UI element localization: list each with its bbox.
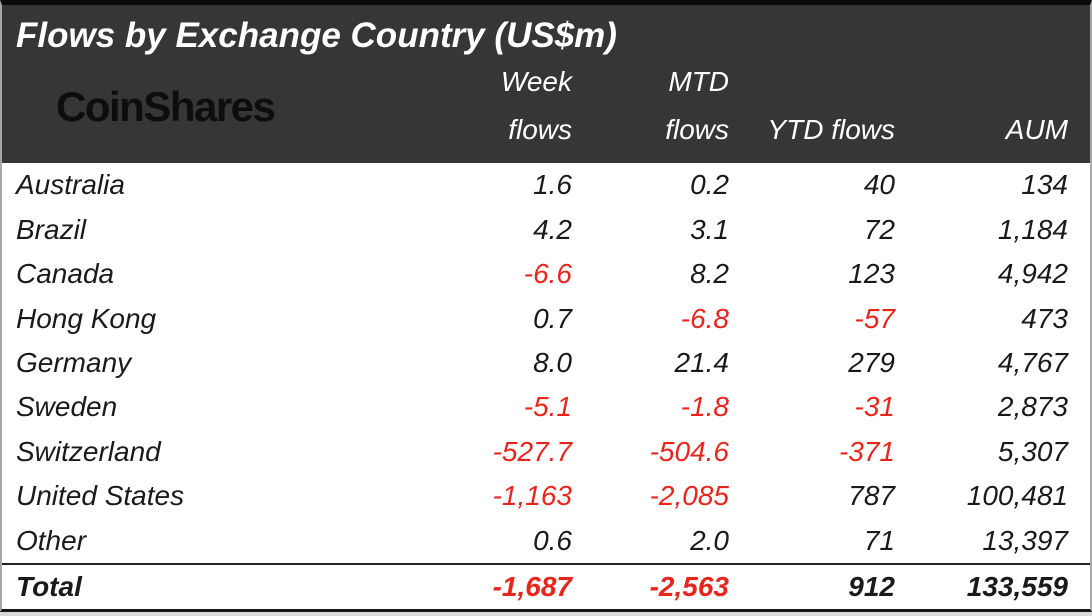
- mtd-flows-value: -504.6: [649, 435, 729, 467]
- ytd-flows-value: -57: [854, 302, 895, 334]
- country-label: Hong Kong: [16, 302, 157, 334]
- total-aum-value: 133,559: [966, 570, 1068, 602]
- ytd-flows-value: 279: [848, 346, 895, 378]
- column-header-mtd-flows: MTD flows: [572, 56, 729, 163]
- table-body: Australia 1.6 0.2 40 134 Brazil 4.2 3.1 …: [2, 163, 1090, 609]
- column-header-label: flows: [508, 114, 572, 146]
- mtd-flows-value: -6.8: [680, 302, 729, 334]
- week-flows-value: 1.6: [533, 169, 572, 201]
- country-label: Switzerland: [16, 435, 161, 467]
- column-header-label: flows: [665, 114, 729, 146]
- country-label: Australia: [16, 169, 125, 201]
- total-label: Total: [16, 570, 82, 602]
- logo-cell: CoinShares: [2, 56, 402, 163]
- mtd-flows-value: -2,085: [649, 480, 729, 512]
- column-header-label: [895, 58, 1068, 106]
- country-label: Brazil: [16, 213, 87, 245]
- country-label: United States: [16, 480, 185, 512]
- table-row-switzerland: Switzerland -527.7 -504.6 -371 5,307: [2, 430, 1090, 474]
- table-row-brazil: Brazil 4.2 3.1 72 1,184: [2, 207, 1090, 251]
- aum-value: 13,397: [982, 524, 1068, 556]
- ytd-flows-value: -31: [854, 391, 895, 423]
- mtd-flows-value: 0.2: [690, 169, 729, 201]
- aum-value: 1,184: [997, 213, 1068, 245]
- table-row-other: Other 0.6 2.0 71 13,397: [2, 519, 1090, 563]
- week-flows-value: -527.7: [492, 435, 572, 467]
- aum-value: 473: [1021, 302, 1068, 334]
- column-header-label: AUM: [1005, 114, 1068, 146]
- ytd-flows-value: 71: [863, 524, 895, 556]
- ytd-flows-value: 72: [863, 213, 895, 245]
- aum-value: 134: [1021, 169, 1068, 201]
- week-flows-value: 4.2: [533, 213, 572, 245]
- country-label: Other: [16, 524, 87, 556]
- week-flows-value: -6.6: [523, 258, 572, 290]
- week-flows-value: -1,163: [492, 480, 572, 512]
- total-week-flows-value: -1,687: [492, 570, 572, 602]
- column-header-label: MTD: [668, 66, 729, 98]
- country-label: Sweden: [16, 391, 118, 423]
- aum-value: 4,942: [997, 258, 1068, 290]
- aum-value: 4,767: [997, 346, 1068, 378]
- country-label: Canada: [16, 258, 115, 290]
- table-row-total: Total -1,687 -2,563 912 133,559: [2, 562, 1090, 609]
- column-header-aum: AUM: [895, 56, 1090, 163]
- mtd-flows-value: 8.2: [690, 258, 729, 290]
- mtd-flows-value: -1.8: [680, 391, 729, 423]
- column-header-week-flows: Week flows: [402, 56, 572, 163]
- table-row-sweden: Sweden -5.1 -1.8 -31 2,873: [2, 385, 1090, 429]
- mtd-flows-value: 2.0: [690, 524, 729, 556]
- country-label: Germany: [16, 346, 132, 378]
- ytd-flows-value: 123: [848, 258, 895, 290]
- total-mtd-flows-value: -2,563: [649, 570, 729, 602]
- column-header-label: Week: [500, 66, 572, 98]
- column-header-label: [729, 58, 895, 106]
- table-row-united-states: United States -1,163 -2,085 787 100,481: [2, 474, 1090, 518]
- week-flows-value: 0.6: [533, 524, 572, 556]
- mtd-flows-value: 3.1: [690, 213, 729, 245]
- week-flows-value: 8.0: [533, 346, 572, 378]
- ytd-flows-value: -371: [838, 435, 895, 467]
- table-row-germany: Germany 8.0 21.4 279 4,767: [2, 341, 1090, 385]
- table-row-australia: Australia 1.6 0.2 40 134: [2, 163, 1090, 207]
- total-ytd-flows-value: 912: [848, 570, 895, 602]
- aum-value: 5,307: [997, 435, 1068, 467]
- week-flows-value: 0.7: [533, 302, 572, 334]
- ytd-flows-value: 40: [863, 169, 895, 201]
- table-row-hong-kong: Hong Kong 0.7 -6.8 -57 473: [2, 296, 1090, 340]
- column-header-row: CoinShares Week flows MTD flows YTD flow…: [2, 56, 1090, 163]
- page-title: Flows by Exchange Country (US$m): [16, 16, 617, 55]
- mtd-flows-value: 21.4: [674, 346, 730, 378]
- ytd-flows-value: 787: [848, 480, 895, 512]
- table-row-canada: Canada -6.6 8.2 123 4,942: [2, 252, 1090, 296]
- table-header: Flows by Exchange Country (US$m) CoinSha…: [2, 5, 1090, 163]
- aum-value: 100,481: [966, 480, 1068, 512]
- aum-value: 2,873: [997, 391, 1068, 423]
- column-header-label: YTD flows: [767, 114, 895, 146]
- week-flows-value: -5.1: [523, 391, 572, 423]
- coinshares-logo: CoinShares: [56, 82, 276, 130]
- column-header-ytd-flows: YTD flows: [729, 56, 895, 163]
